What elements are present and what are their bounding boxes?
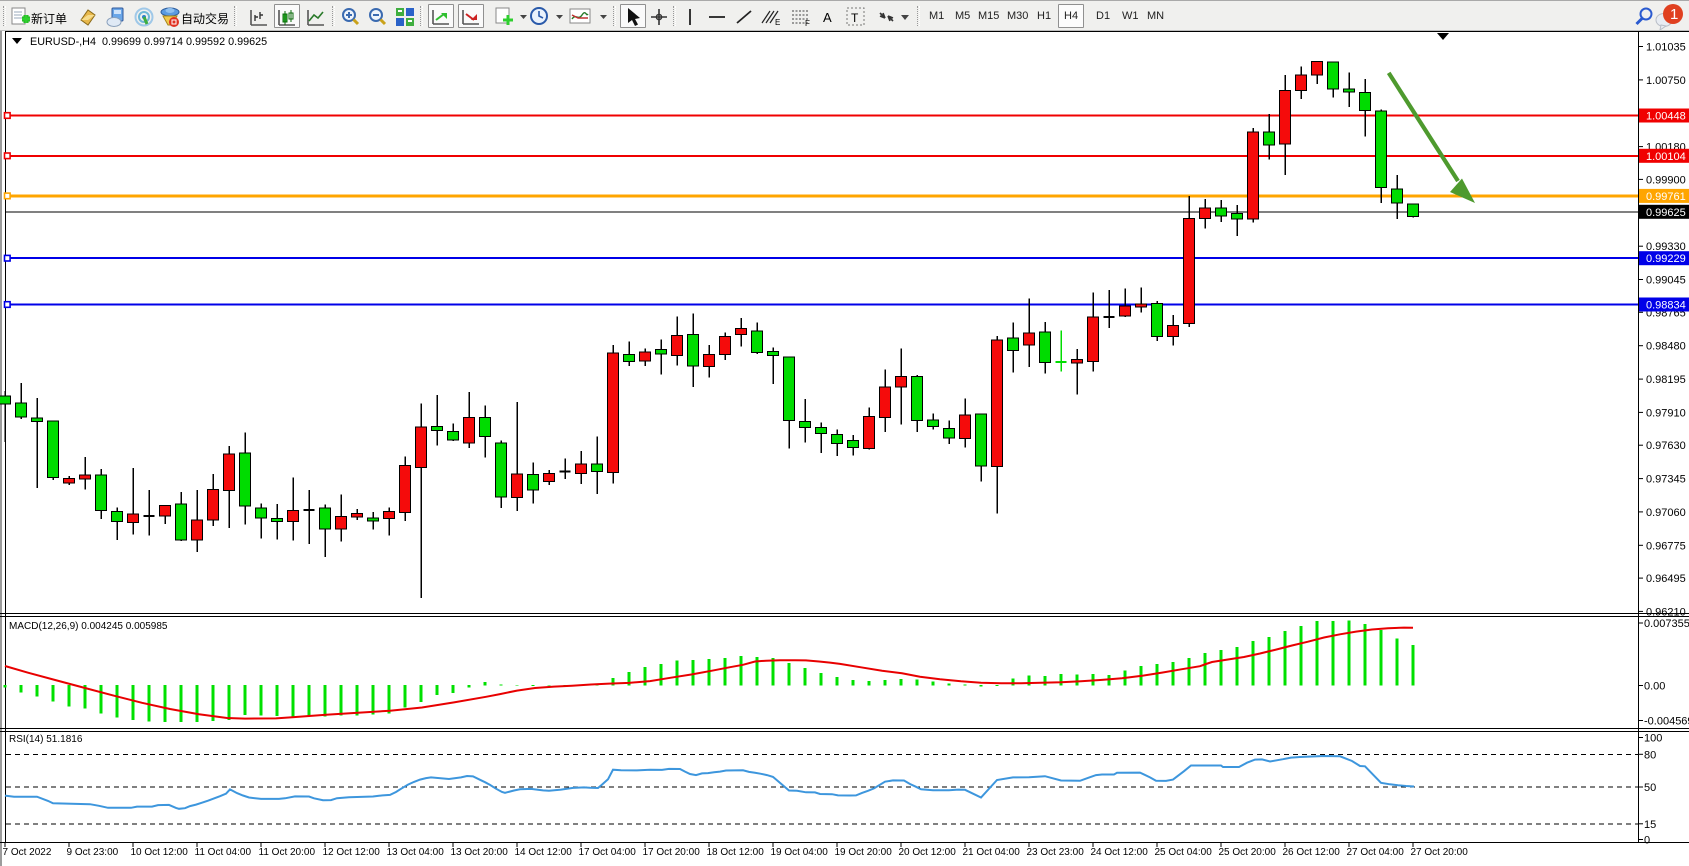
svg-text:9 Oct 23:00: 9 Oct 23:00 [67,847,119,858]
svg-text:19 Oct 04:00: 19 Oct 04:00 [771,847,829,858]
svg-text:0.97630: 0.97630 [1646,440,1686,452]
svg-text:23 Oct 23:00: 23 Oct 23:00 [1027,847,1085,858]
svg-text:11 Oct 04:00: 11 Oct 04:00 [195,847,252,858]
svg-text:EURUSD-,H4 0.99699 0.99714 0.: EURUSD-,H4 0.99699 0.99714 0.99592 0.996… [30,36,267,48]
svg-text:0.99045: 0.99045 [1646,275,1686,287]
svg-text:27 Oct 04:00: 27 Oct 04:00 [1347,847,1405,858]
svg-text:17 Oct 20:00: 17 Oct 20:00 [643,847,701,858]
svg-text:0.97345: 0.97345 [1646,474,1686,486]
svg-text:17 Oct 04:00: 17 Oct 04:00 [579,847,637,858]
svg-text:15: 15 [1644,819,1656,831]
svg-text:1: 1 [1670,6,1678,23]
svg-text:0.98195: 0.98195 [1646,374,1686,386]
svg-text:24 Oct 12:00: 24 Oct 12:00 [1091,847,1149,858]
svg-text:1.00448: 1.00448 [1646,111,1686,123]
svg-text:100: 100 [1644,733,1662,745]
svg-text:0.96210: 0.96210 [1646,606,1686,618]
svg-text:0: 0 [1644,835,1650,847]
svg-text:1.00750: 1.00750 [1646,75,1686,87]
svg-text:0.99625: 0.99625 [1646,207,1686,219]
svg-text:T: T [851,11,859,25]
svg-text:-0.004569: -0.004569 [1644,716,1689,728]
svg-text:RSI(14) 51.1816: RSI(14) 51.1816 [9,734,83,745]
svg-text:0.97910: 0.97910 [1646,407,1686,419]
svg-text:11 Oct 20:00: 11 Oct 20:00 [259,847,316,858]
svg-text:0.97060: 0.97060 [1646,507,1686,519]
svg-text:0.96775: 0.96775 [1646,540,1686,552]
svg-text:27 Oct 20:00: 27 Oct 20:00 [1411,847,1469,858]
svg-text:19 Oct 20:00: 19 Oct 20:00 [835,847,893,858]
svg-text:25 Oct 04:00: 25 Oct 04:00 [1155,847,1213,858]
svg-text:26 Oct 12:00: 26 Oct 12:00 [1283,847,1341,858]
svg-text:0.99761: 0.99761 [1646,191,1686,203]
svg-text:F: F [805,19,810,27]
svg-text:20 Oct 12:00: 20 Oct 12:00 [899,847,957,858]
svg-text:0.99330: 0.99330 [1646,241,1686,253]
svg-text:0.99229: 0.99229 [1646,253,1686,265]
svg-text:0.98834: 0.98834 [1646,300,1686,312]
svg-text:80: 80 [1644,749,1656,761]
svg-text:21 Oct 04:00: 21 Oct 04:00 [963,847,1021,858]
svg-text:13 Oct 04:00: 13 Oct 04:00 [387,847,445,858]
svg-text:0.99900: 0.99900 [1646,174,1686,186]
svg-text:12 Oct 12:00: 12 Oct 12:00 [323,847,381,858]
svg-text:MACD(12,26,9) 0.004245 0.00598: MACD(12,26,9) 0.004245 0.005985 [9,621,168,632]
svg-text:0.007355: 0.007355 [1644,618,1689,630]
svg-text:13 Oct 20:00: 13 Oct 20:00 [451,847,509,858]
svg-text:18 Oct 12:00: 18 Oct 12:00 [707,847,765,858]
svg-text:10 Oct 12:00: 10 Oct 12:00 [131,847,189,858]
svg-text:25 Oct 20:00: 25 Oct 20:00 [1219,847,1277,858]
svg-text:14 Oct 12:00: 14 Oct 12:00 [515,847,573,858]
svg-text:1.00104: 1.00104 [1646,151,1686,163]
svg-text:0.96495: 0.96495 [1646,573,1686,585]
svg-text:1.01035: 1.01035 [1646,42,1686,54]
svg-text:0.00: 0.00 [1644,681,1665,693]
svg-text:7 Oct 2022: 7 Oct 2022 [3,847,52,858]
svg-text:E: E [775,18,780,27]
svg-text:0.98480: 0.98480 [1646,341,1686,353]
svg-text:50: 50 [1644,782,1656,794]
